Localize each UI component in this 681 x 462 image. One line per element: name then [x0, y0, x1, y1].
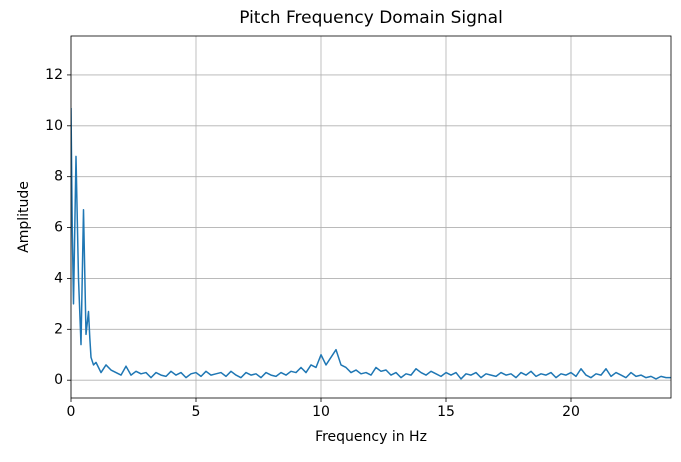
- y-tick-label: 0: [54, 372, 63, 388]
- grid-layer: [70, 36, 671, 398]
- y-tick-label: 12: [45, 67, 63, 83]
- y-tick-label: 4: [54, 270, 63, 286]
- axes-frame: [70, 35, 672, 399]
- y-tick-label: 6: [54, 220, 63, 236]
- x-tick-label: 5: [192, 404, 201, 420]
- y-tick-label: 10: [45, 118, 63, 134]
- x-tick-label: 20: [562, 404, 580, 420]
- x-tick-label: 10: [312, 404, 330, 420]
- x-axis-label: Frequency in Hz: [315, 429, 427, 445]
- y-tick-label: 2: [54, 321, 63, 337]
- chart-title: Pitch Frequency Domain Signal: [239, 8, 503, 28]
- y-axis-label: Amplitude: [16, 181, 32, 253]
- plot-area: [71, 107, 671, 380]
- x-tick-label: 0: [67, 404, 76, 420]
- x-tick-label: 15: [437, 404, 455, 420]
- line-series: [71, 107, 671, 380]
- y-tick-label: 8: [54, 169, 63, 185]
